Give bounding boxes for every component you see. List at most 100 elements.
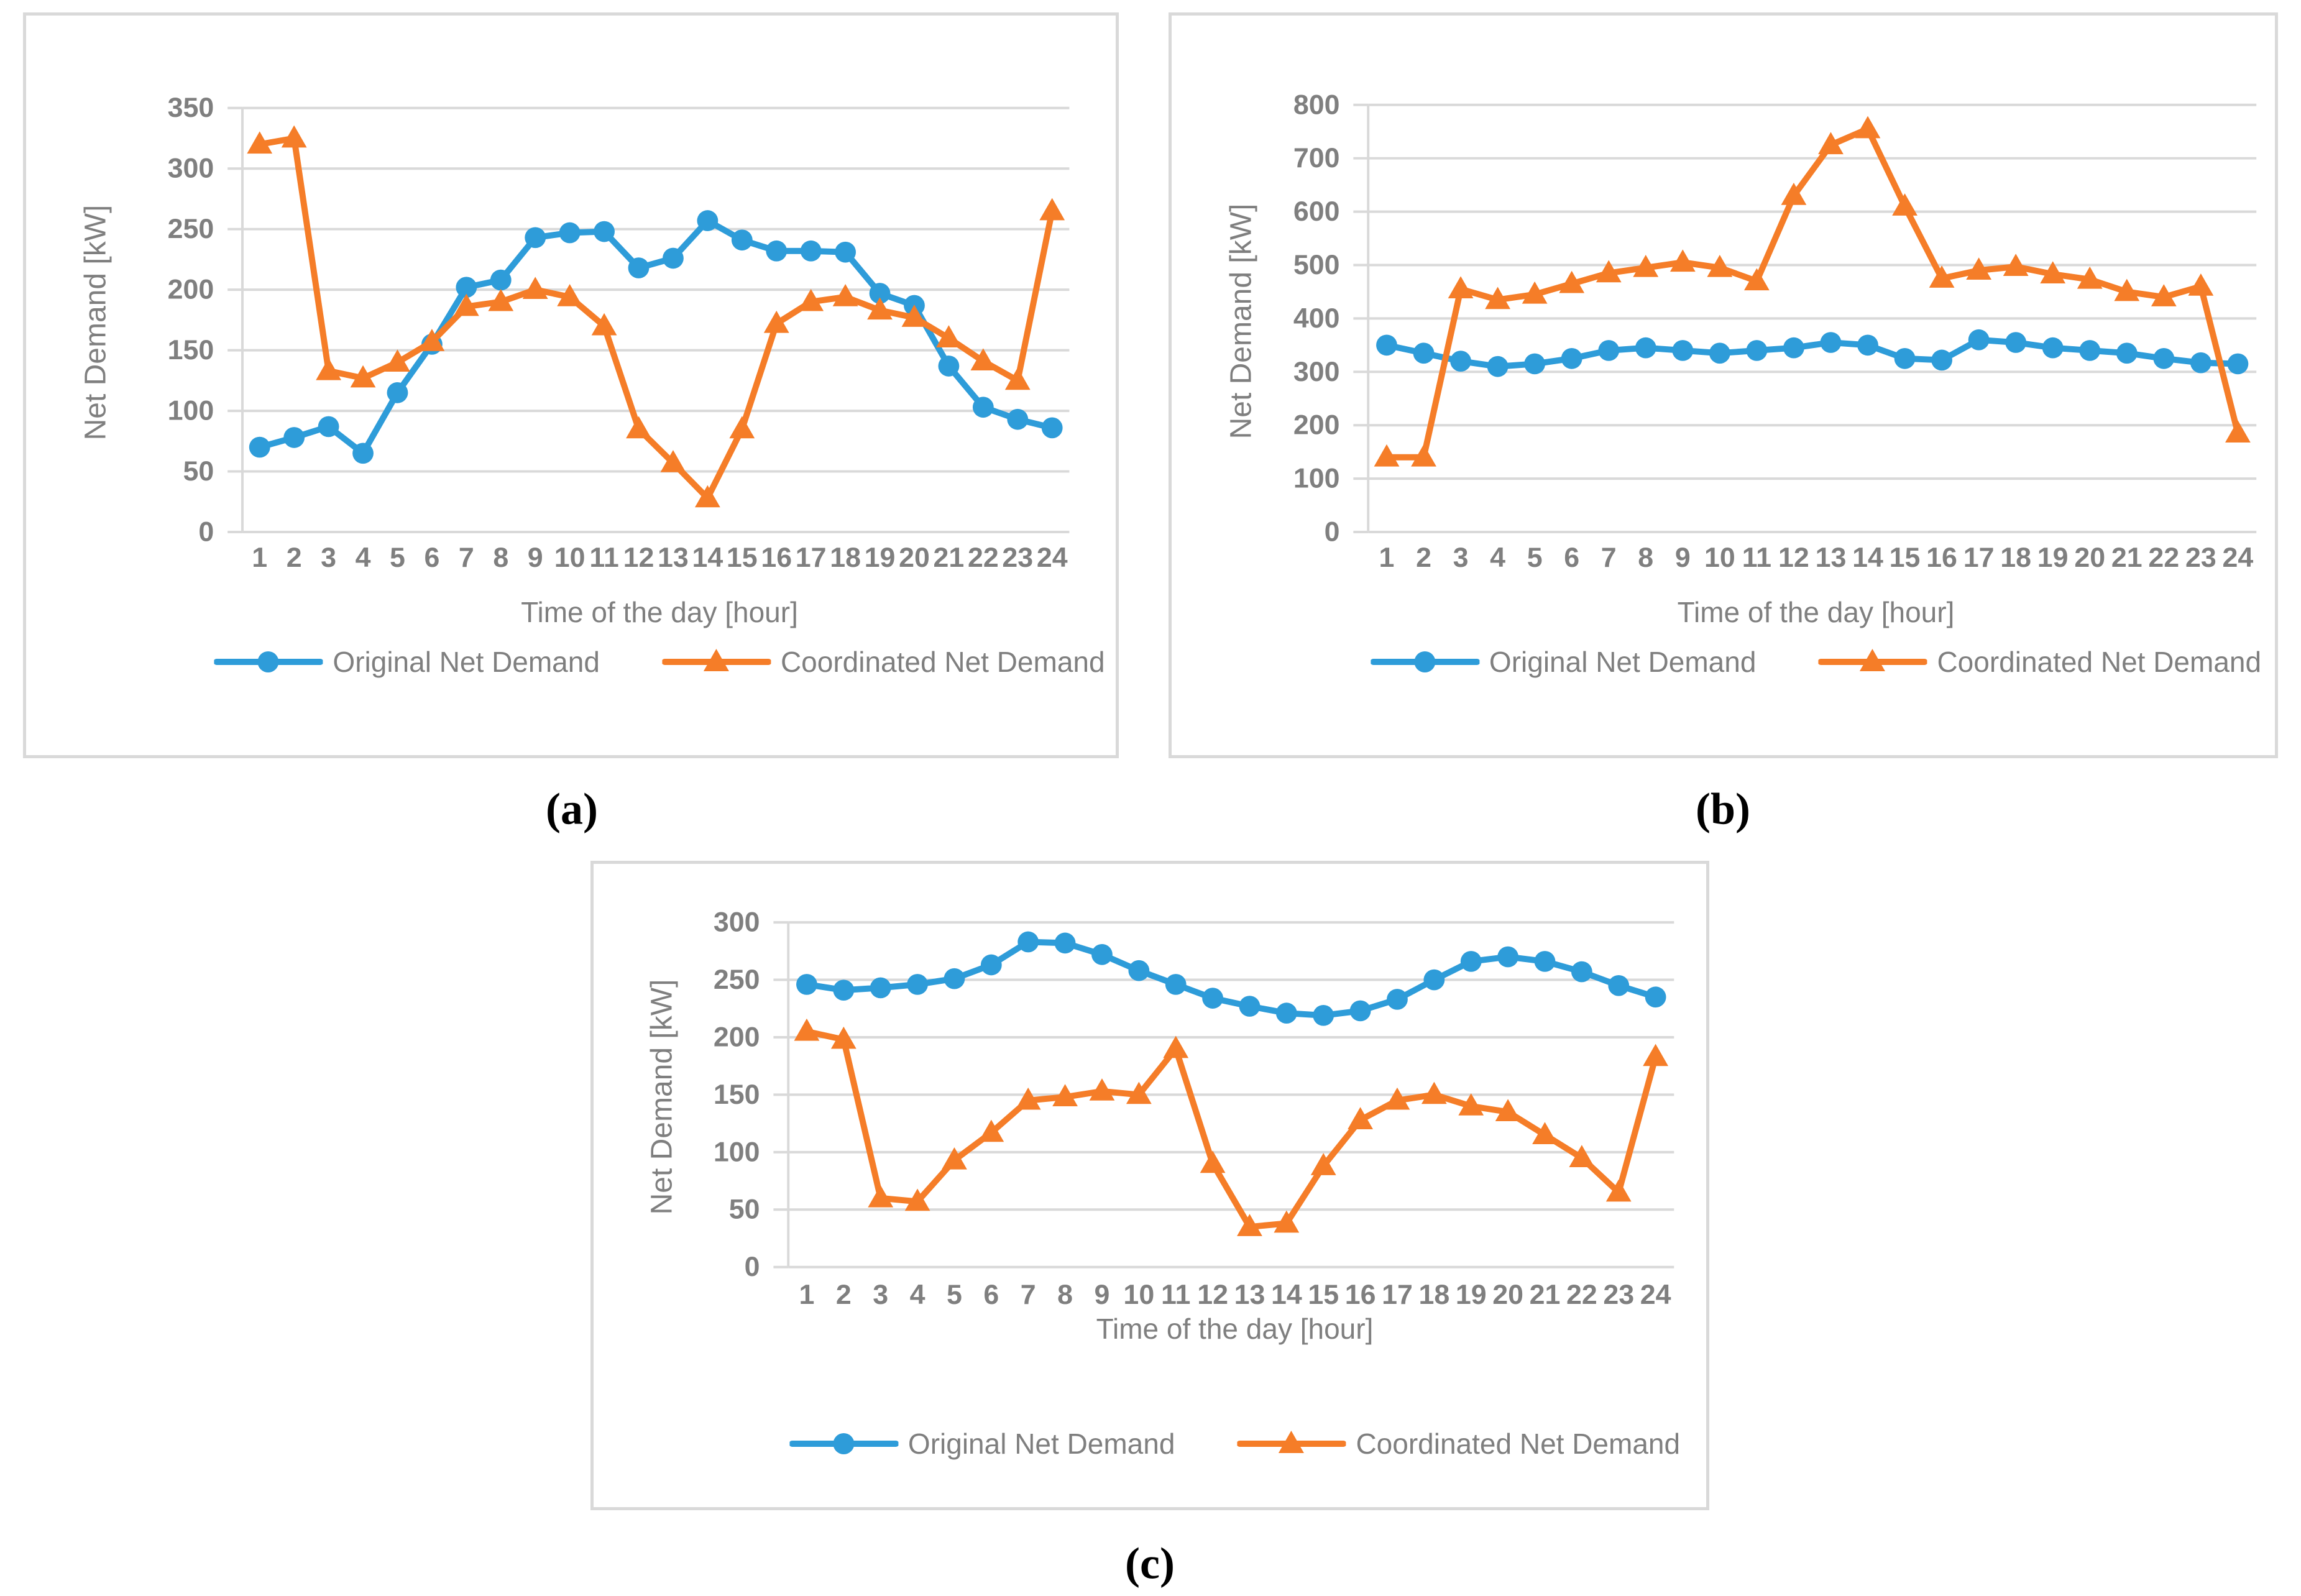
svg-text:800: 800 [1293,89,1340,120]
svg-text:10: 10 [1123,1280,1154,1310]
svg-text:12: 12 [623,543,654,573]
svg-text:24: 24 [1037,543,1068,573]
svg-text:6: 6 [424,543,439,573]
svg-text:13: 13 [1234,1280,1265,1310]
y-axis-title: Net Demand [kW] [1224,203,1258,439]
svg-text:7: 7 [459,543,474,573]
svg-text:50: 50 [183,456,214,487]
svg-text:18: 18 [1418,1280,1449,1310]
svg-text:17: 17 [796,543,827,573]
legend-item-coordinated-net-demand: Coordinated Net Demand [661,645,1105,679]
svg-text:3: 3 [321,543,336,573]
svg-text:1: 1 [252,543,267,573]
caption-c: (c) [1125,1538,1175,1589]
svg-text:22: 22 [1566,1280,1597,1310]
svg-text:7: 7 [1601,543,1617,573]
legend-label: Original Net Demand [907,1428,1175,1460]
svg-text:22: 22 [968,543,999,573]
svg-text:350: 350 [168,93,214,123]
svg-text:21: 21 [1530,1280,1561,1310]
svg-text:6: 6 [983,1280,999,1310]
svg-text:3: 3 [1453,543,1469,573]
svg-text:21: 21 [934,543,965,573]
svg-text:12: 12 [1197,1280,1228,1310]
legend-item-original-net-demand: Original Net Demand [214,645,600,679]
coordinated-series-marker-icon [1237,1431,1346,1453]
svg-text:24: 24 [2223,543,2254,573]
svg-text:24: 24 [1640,1280,1671,1310]
svg-text:1: 1 [799,1280,814,1310]
svg-text:10: 10 [554,543,586,573]
svg-text:250: 250 [168,214,214,244]
svg-text:13: 13 [658,543,689,573]
svg-text:2: 2 [1416,543,1431,573]
svg-text:10: 10 [1704,543,1735,573]
svg-text:4: 4 [1490,543,1505,573]
svg-text:7: 7 [1021,1280,1036,1310]
caption-a: (a) [546,784,598,834]
svg-text:0: 0 [1325,517,1340,548]
svg-text:100: 100 [1293,464,1340,494]
svg-text:500: 500 [1293,250,1340,280]
svg-text:16: 16 [1345,1280,1376,1310]
svg-text:14: 14 [1852,543,1883,573]
svg-text:19: 19 [865,543,896,573]
svg-text:100: 100 [714,1137,760,1167]
legend-label: Original Net Demand [1489,646,1757,678]
svg-text:5: 5 [390,543,405,573]
legend-item-original-net-demand: Original Net Demand [789,1427,1175,1461]
legend: Original Net Demand Coordinated Net Dema… [214,645,1105,679]
svg-text:700: 700 [1293,143,1340,173]
svg-text:18: 18 [830,543,861,573]
svg-text:9: 9 [1095,1280,1110,1310]
x-axis-title: Time of the day [hour] [1096,1313,1374,1345]
svg-text:14: 14 [1271,1280,1302,1310]
svg-text:20: 20 [899,543,930,573]
svg-text:5: 5 [1527,543,1543,573]
svg-text:12: 12 [1778,543,1809,573]
svg-text:0: 0 [198,517,214,548]
legend-label: Coordinated Net Demand [780,646,1105,678]
legend-item-coordinated-net-demand: Coordinated Net Demand [1818,645,2261,679]
svg-text:13: 13 [1816,543,1847,573]
svg-text:19: 19 [2037,543,2069,573]
svg-text:300: 300 [168,154,214,184]
svg-text:2: 2 [287,543,302,573]
svg-text:150: 150 [168,335,214,365]
svg-text:21: 21 [2111,543,2143,573]
svg-text:6: 6 [1564,543,1579,573]
original-series-marker-icon [214,651,323,672]
svg-text:600: 600 [1293,196,1340,227]
legend: Original Net Demand Coordinated Net Dema… [1370,645,2261,679]
y-axis-title: Net Demand [kW] [645,979,679,1215]
svg-text:5: 5 [947,1280,962,1310]
legend-label: Coordinated Net Demand [1937,646,2262,678]
svg-text:200: 200 [168,275,214,305]
svg-text:4: 4 [356,543,371,573]
caption-b: (b) [1696,784,1750,834]
x-axis-title: Time of the day [hour] [1677,596,1955,628]
x-axis-title: Time of the day [hour] [521,596,798,628]
svg-text:200: 200 [714,1022,760,1053]
svg-text:9: 9 [528,543,543,573]
svg-text:14: 14 [692,543,723,573]
svg-text:0: 0 [745,1252,760,1282]
svg-text:17: 17 [1382,1280,1413,1310]
legend: Original Net Demand Coordinated Net Dema… [789,1427,1680,1461]
svg-text:250: 250 [714,965,760,995]
chart-panel-a: 0 50 100 150 200 250 300 350 1 2 3 4 5 6 7 8 9 10 11 12 13 14… [23,12,1119,758]
svg-text:11: 11 [589,543,618,573]
svg-text:8: 8 [1638,543,1653,573]
svg-text:20: 20 [2074,543,2105,573]
coordinated-series-marker-icon [661,649,771,671]
svg-text:15: 15 [1890,543,1921,573]
svg-text:300: 300 [1293,357,1340,387]
svg-text:100: 100 [168,396,214,426]
svg-text:200: 200 [1293,410,1340,441]
svg-text:23: 23 [1603,1280,1634,1310]
svg-text:23: 23 [2185,543,2216,573]
svg-text:20: 20 [1492,1280,1523,1310]
chart-panel-b: 0 100 200 300 400 500 600 700 800 1 2 3 4 5 6 7 8 9 10 11 12… [1169,12,2278,758]
